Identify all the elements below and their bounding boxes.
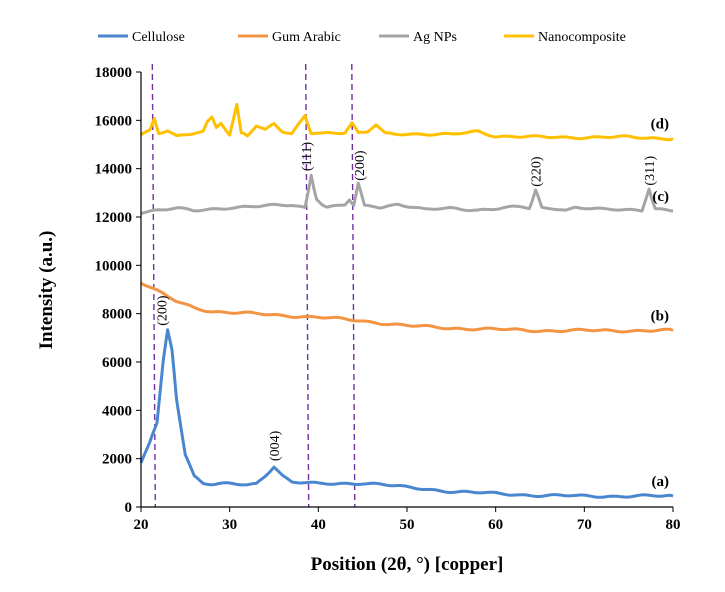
legend-label: Nanocomposite xyxy=(538,30,626,45)
curve-label: (a) xyxy=(652,474,670,490)
series-line-cellulose xyxy=(139,328,674,499)
x-axis-label: Position (2θ, °) [copper] xyxy=(311,554,504,575)
y-tick-label: 8000 xyxy=(102,307,132,323)
legend-label: Ag NPs xyxy=(413,30,457,45)
series-group: (a) (b) (c) (d) xyxy=(139,103,674,499)
x-tick-label: 80 xyxy=(666,517,681,533)
legend-item: Gum Arabic xyxy=(238,30,341,45)
peak-label: (311) xyxy=(643,155,658,185)
legend-label: Cellulose xyxy=(132,30,185,45)
peak-label: (200) xyxy=(155,295,170,326)
reference-line xyxy=(304,63,310,508)
x-tick-label: 60 xyxy=(488,517,503,533)
y-tick-label: 6000 xyxy=(102,355,132,371)
y-tick-label: 12000 xyxy=(95,210,133,226)
x-tick-label: 40 xyxy=(311,517,326,533)
peak-label: (220) xyxy=(530,156,545,187)
x-tick-label: 70 xyxy=(577,517,592,533)
axes: 0 2000 4000 6000 8000 10000 12000 14000 16000 180… xyxy=(95,65,681,533)
reference-lines xyxy=(151,63,356,508)
reference-line xyxy=(151,63,156,508)
legend-label: Gum Arabic xyxy=(272,30,341,45)
reference-line xyxy=(351,63,356,508)
curve-label: (c) xyxy=(652,189,669,205)
y-tick-label: 10000 xyxy=(95,258,133,274)
curve-label: (d) xyxy=(651,116,669,132)
x-tick-label: 50 xyxy=(400,517,415,533)
y-tick-label: 2000 xyxy=(102,452,132,468)
x-tick-label: 20 xyxy=(134,517,149,533)
y-tick-label: 18000 xyxy=(95,65,133,81)
y-tick-label: 16000 xyxy=(95,113,133,129)
y-axis-label: Intensity (a.u.) xyxy=(36,231,57,350)
peak-label: (004) xyxy=(268,430,283,461)
y-tick-label: 0 xyxy=(125,500,133,516)
legend-item: Ag NPs xyxy=(379,30,457,45)
x-tick-label: 30 xyxy=(222,517,237,533)
peak-label: (200) xyxy=(353,150,368,181)
series-line-nanocomposite xyxy=(140,103,674,142)
curve-label: (b) xyxy=(651,309,669,325)
y-tick-label: 14000 xyxy=(95,162,133,178)
legend: Cellulose Gum Arabic Ag NPs Nanocomposite xyxy=(98,30,626,45)
peak-label: (111) xyxy=(300,141,315,171)
y-tick-label: 4000 xyxy=(102,403,132,419)
legend-item: Nanocomposite xyxy=(504,30,626,45)
annotations: (200) (004) (111) (200) (220) (311) xyxy=(155,141,658,461)
legend-item: Cellulose xyxy=(98,30,185,45)
series-line-ag-nps xyxy=(140,173,674,215)
series-line-gum-arabic xyxy=(140,281,674,334)
